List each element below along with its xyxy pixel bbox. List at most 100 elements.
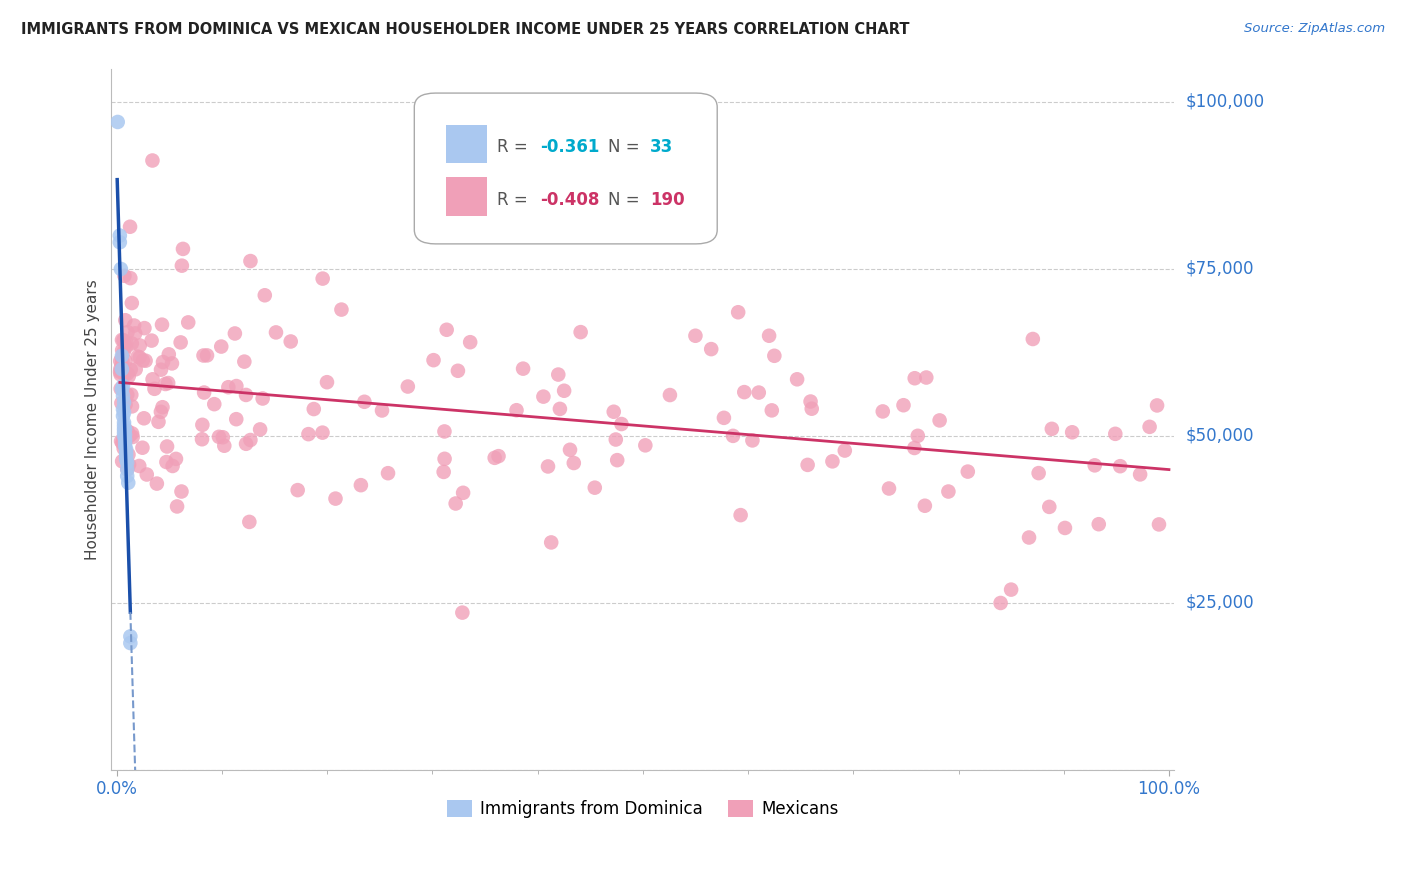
Point [118, 458, 141, 472]
Text: N =: N = [607, 138, 644, 156]
Point [135, 467, 157, 482]
Point [110, 382, 132, 396]
Point [907, 429, 929, 443]
Point [115, 449, 138, 463]
Point [124, 326, 146, 341]
Point [157, 376, 180, 390]
Text: $75,000: $75,000 [1185, 260, 1254, 278]
Text: 190: 190 [650, 191, 685, 209]
Point [112, 406, 135, 420]
Point [253, 288, 276, 302]
Point [786, 372, 808, 386]
Point [115, 469, 138, 483]
Point [115, 335, 138, 350]
Point [451, 606, 474, 620]
Point [162, 458, 184, 473]
Text: 33: 33 [650, 138, 673, 156]
Point [114, 368, 136, 382]
Point [132, 411, 155, 425]
Point [114, 439, 136, 453]
Point [727, 305, 749, 319]
Point [800, 401, 823, 416]
Point [280, 334, 302, 349]
Point [160, 356, 183, 370]
Point [553, 384, 575, 398]
Point [110, 368, 132, 382]
Point [209, 340, 232, 354]
Point [444, 496, 467, 510]
Point [150, 362, 173, 376]
Point [110, 434, 132, 449]
Point [1129, 467, 1152, 482]
Point [562, 456, 585, 470]
Text: -0.361: -0.361 [540, 138, 599, 156]
Point [217, 380, 239, 394]
Point [721, 429, 744, 443]
Point [1028, 466, 1050, 480]
Text: R =: R = [498, 138, 533, 156]
Point [233, 354, 256, 368]
Point [447, 364, 470, 378]
Text: $50,000: $50,000 [1185, 427, 1254, 445]
Point [115, 445, 138, 459]
Point [110, 358, 132, 372]
Point [115, 340, 138, 354]
Point [169, 335, 191, 350]
Point [111, 382, 134, 396]
Point [112, 416, 135, 430]
Point [143, 382, 166, 396]
Point [141, 334, 163, 348]
Point [131, 441, 153, 455]
Point [685, 328, 707, 343]
Point [1062, 425, 1084, 440]
Point [915, 370, 938, 384]
Point [121, 296, 143, 310]
Legend: Immigrants from Dominica, Mexicans: Immigrants from Dominica, Mexicans [440, 793, 845, 825]
Point [170, 484, 193, 499]
Point [225, 412, 247, 426]
Point [1084, 458, 1107, 473]
Point [1053, 521, 1076, 535]
Point [1022, 332, 1045, 346]
Point [114, 268, 136, 283]
Point [117, 424, 139, 438]
Point [239, 254, 262, 268]
Point [121, 430, 143, 444]
Point [122, 318, 145, 333]
Point [834, 443, 856, 458]
Point [1018, 531, 1040, 545]
Point [353, 394, 375, 409]
Point [111, 454, 134, 468]
Point [112, 442, 135, 456]
Point [239, 433, 262, 447]
Point [111, 333, 134, 347]
Point [225, 379, 247, 393]
Point [877, 482, 900, 496]
Point [117, 475, 139, 490]
Point [658, 388, 681, 402]
Point [904, 371, 927, 385]
Point [170, 259, 193, 273]
Point [107, 115, 129, 129]
Point [117, 462, 139, 476]
Point [111, 351, 134, 366]
Point [451, 485, 474, 500]
Point [1087, 517, 1109, 532]
Point [1109, 459, 1132, 474]
Point [111, 354, 134, 368]
Point [558, 442, 581, 457]
Point [111, 343, 134, 358]
Point [748, 385, 770, 400]
Text: $100,000: $100,000 [1185, 93, 1264, 111]
Point [311, 271, 333, 285]
Point [235, 437, 257, 451]
Point [111, 409, 134, 423]
Point [121, 426, 143, 441]
Point [433, 451, 456, 466]
Text: Source: ZipAtlas.com: Source: ZipAtlas.com [1244, 22, 1385, 36]
Point [125, 362, 148, 376]
Point [120, 388, 142, 402]
Point [396, 379, 419, 393]
Point [238, 515, 260, 529]
Point [111, 436, 134, 450]
